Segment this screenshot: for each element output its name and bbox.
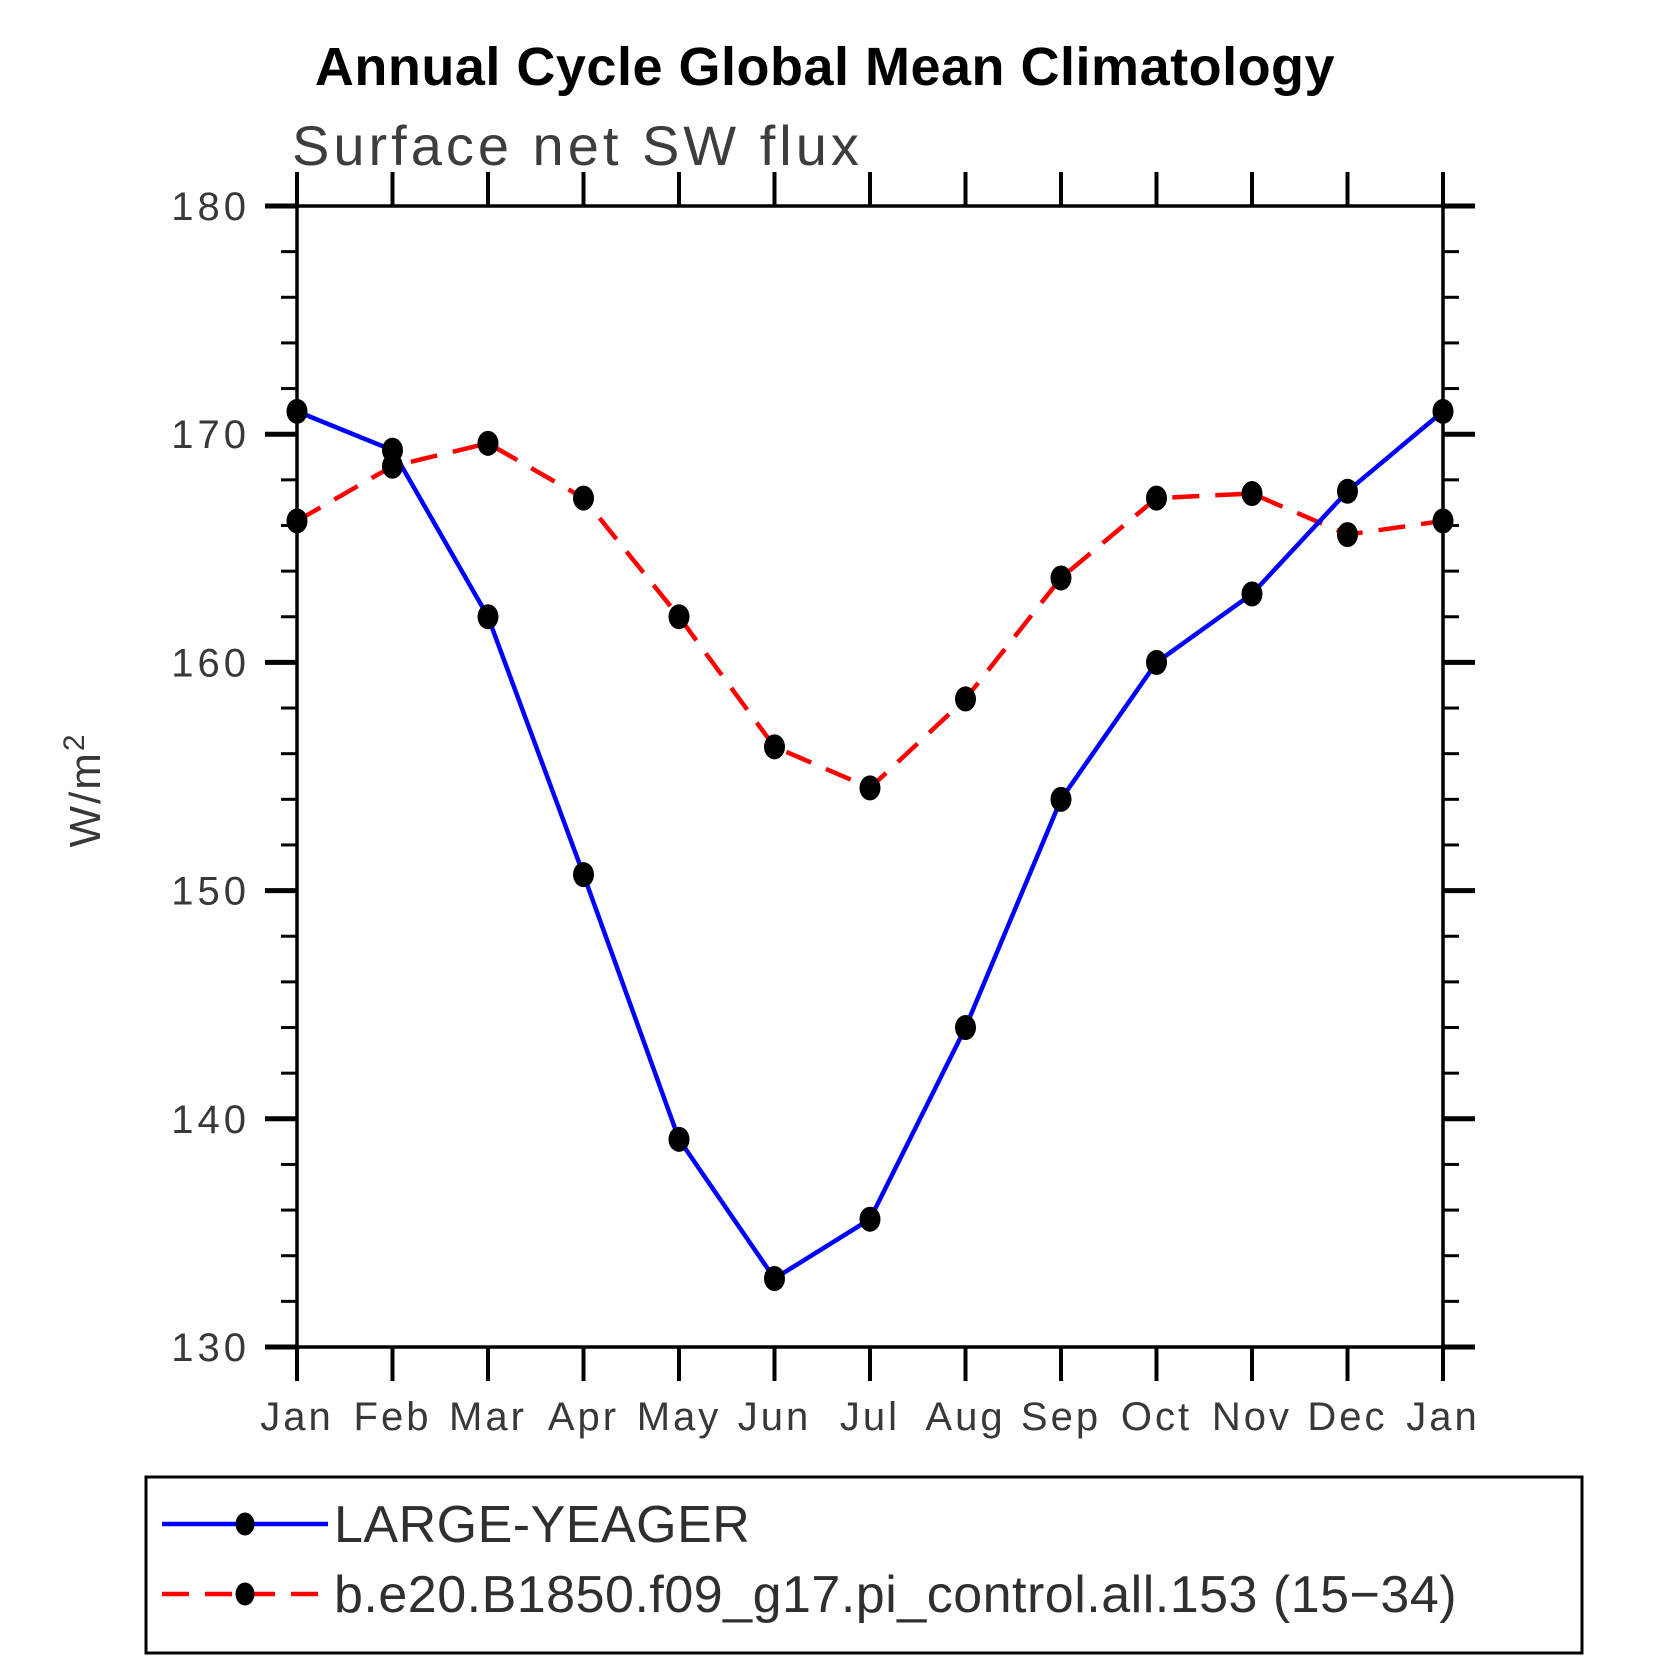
data-point-model-5 xyxy=(764,734,785,760)
x-tick-label: Mar xyxy=(449,1395,527,1439)
x-tick-label: Jun xyxy=(738,1395,812,1439)
x-tick-label: Oct xyxy=(1121,1395,1192,1439)
x-tick-label: Jul xyxy=(840,1395,900,1439)
series xyxy=(286,398,1454,1292)
data-point-large-yeager-0 xyxy=(286,398,308,424)
axes: Jan Feb Mar Apr May Jun Jul Aug Sep Oct Nov Dec Jan1… xyxy=(58,172,1480,1439)
data-point-model-1 xyxy=(382,453,403,479)
data-point-large-yeager-12 xyxy=(1432,398,1454,424)
data-point-large-yeager-6 xyxy=(859,1206,881,1232)
data-point-large-yeager-5 xyxy=(764,1266,785,1292)
x-tick-label: Jan xyxy=(260,1395,334,1439)
series-line-model xyxy=(295,440,1444,791)
chart-subtitle: Surface net SW flux xyxy=(292,114,863,177)
x-tick-label: Jan xyxy=(1406,1395,1480,1439)
x-tick-label: Apr xyxy=(548,1395,619,1439)
x-tick-label: Nov xyxy=(1212,1395,1292,1439)
legend-marker-icon xyxy=(235,1512,255,1536)
x-tick-label: Sep xyxy=(1021,1395,1101,1439)
chart-title: Annual Cycle Global Mean Climatology xyxy=(314,37,1336,97)
data-point-model-4 xyxy=(668,604,690,630)
y-tick-label: 170 xyxy=(171,413,250,457)
y-tick-label: 150 xyxy=(171,870,250,914)
data-point-model-7 xyxy=(955,686,976,712)
data-point-large-yeager-7 xyxy=(955,1015,976,1041)
y-tick-label: 180 xyxy=(171,185,250,229)
y-tick-label: 160 xyxy=(171,641,250,685)
data-point-model-0 xyxy=(286,508,308,534)
data-point-model-10 xyxy=(1241,481,1263,507)
y-tick-label: 140 xyxy=(171,1098,250,1142)
y-tick-label: 130 xyxy=(171,1326,250,1370)
y-axis-title: W/m2 xyxy=(58,732,110,847)
data-point-model-12 xyxy=(1432,508,1454,534)
data-point-model-8 xyxy=(1050,565,1072,591)
data-point-model-2 xyxy=(477,430,499,456)
data-point-model-9 xyxy=(1146,485,1167,511)
data-point-large-yeager-2 xyxy=(477,604,499,630)
legend-marker-icon xyxy=(235,1582,255,1606)
data-point-large-yeager-11 xyxy=(1337,478,1358,504)
legend-box xyxy=(144,1475,1584,1655)
x-tick-label: Aug xyxy=(925,1395,1005,1439)
data-point-model-11 xyxy=(1337,522,1358,548)
series-line-large-yeager xyxy=(296,409,1445,1282)
x-tick-label: Dec xyxy=(1307,1395,1387,1439)
x-tick-label: May xyxy=(637,1395,722,1439)
data-point-large-yeager-4 xyxy=(668,1126,690,1152)
legend-label-1: b.e20.B1850.f09_g17.pi_control.all.153 (… xyxy=(334,1566,1457,1624)
data-point-model-3 xyxy=(573,485,594,511)
data-point-large-yeager-3 xyxy=(573,862,594,888)
legend-label-0: LARGE-YEAGER xyxy=(334,1496,750,1554)
data-point-large-yeager-8 xyxy=(1050,786,1072,812)
data-point-large-yeager-9 xyxy=(1146,649,1167,675)
data-point-large-yeager-10 xyxy=(1241,581,1263,607)
x-tick-label: Feb xyxy=(354,1395,432,1439)
legend: LARGE-YEAGER b.e20.B1850.f09_g17.pi_contr… xyxy=(144,1475,1584,1655)
data-point-model-6 xyxy=(859,775,881,801)
